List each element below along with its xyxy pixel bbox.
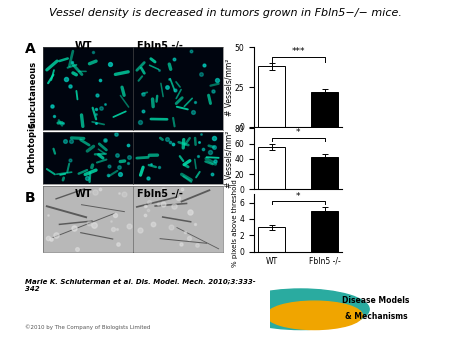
Bar <box>258 227 285 252</box>
Y-axis label: # Vessels/mm²: # Vessels/mm² <box>225 130 234 188</box>
Text: Fbln5 -/-: Fbln5 -/- <box>137 189 183 199</box>
Text: WT: WT <box>75 189 92 199</box>
Text: ***: *** <box>292 47 305 56</box>
Bar <box>311 156 338 189</box>
Text: Marie K. Schluterman et al. Dis. Model. Mech. 2010;3:333-
342: Marie K. Schluterman et al. Dis. Model. … <box>25 279 256 292</box>
Bar <box>258 66 285 127</box>
Text: *: * <box>296 128 301 137</box>
Text: Fbln5 -/-: Fbln5 -/- <box>137 41 183 51</box>
Bar <box>258 147 285 189</box>
Y-axis label: % pixels above threshold: % pixels above threshold <box>232 179 238 267</box>
Text: Orthotopic: Orthotopic <box>28 122 37 172</box>
Text: B: B <box>25 191 36 205</box>
Text: WT: WT <box>75 41 92 51</box>
Text: A: A <box>25 42 36 56</box>
Bar <box>311 92 338 127</box>
Bar <box>311 211 338 252</box>
Text: ©2010 by The Company of Biologists Limited: ©2010 by The Company of Biologists Limit… <box>25 324 150 330</box>
Text: & Mechanisms: & Mechanisms <box>345 312 407 321</box>
Text: Subcutaneous: Subcutaneous <box>28 61 37 128</box>
Circle shape <box>266 301 362 330</box>
Text: *: * <box>296 192 301 200</box>
Y-axis label: # Vessels/mm²: # Vessels/mm² <box>225 58 234 116</box>
Circle shape <box>232 289 369 330</box>
Text: Vessel density is decreased in tumors grown in Fbln5−/− mice.: Vessel density is decreased in tumors gr… <box>49 8 401 19</box>
Text: Disease Models: Disease Models <box>342 296 410 305</box>
